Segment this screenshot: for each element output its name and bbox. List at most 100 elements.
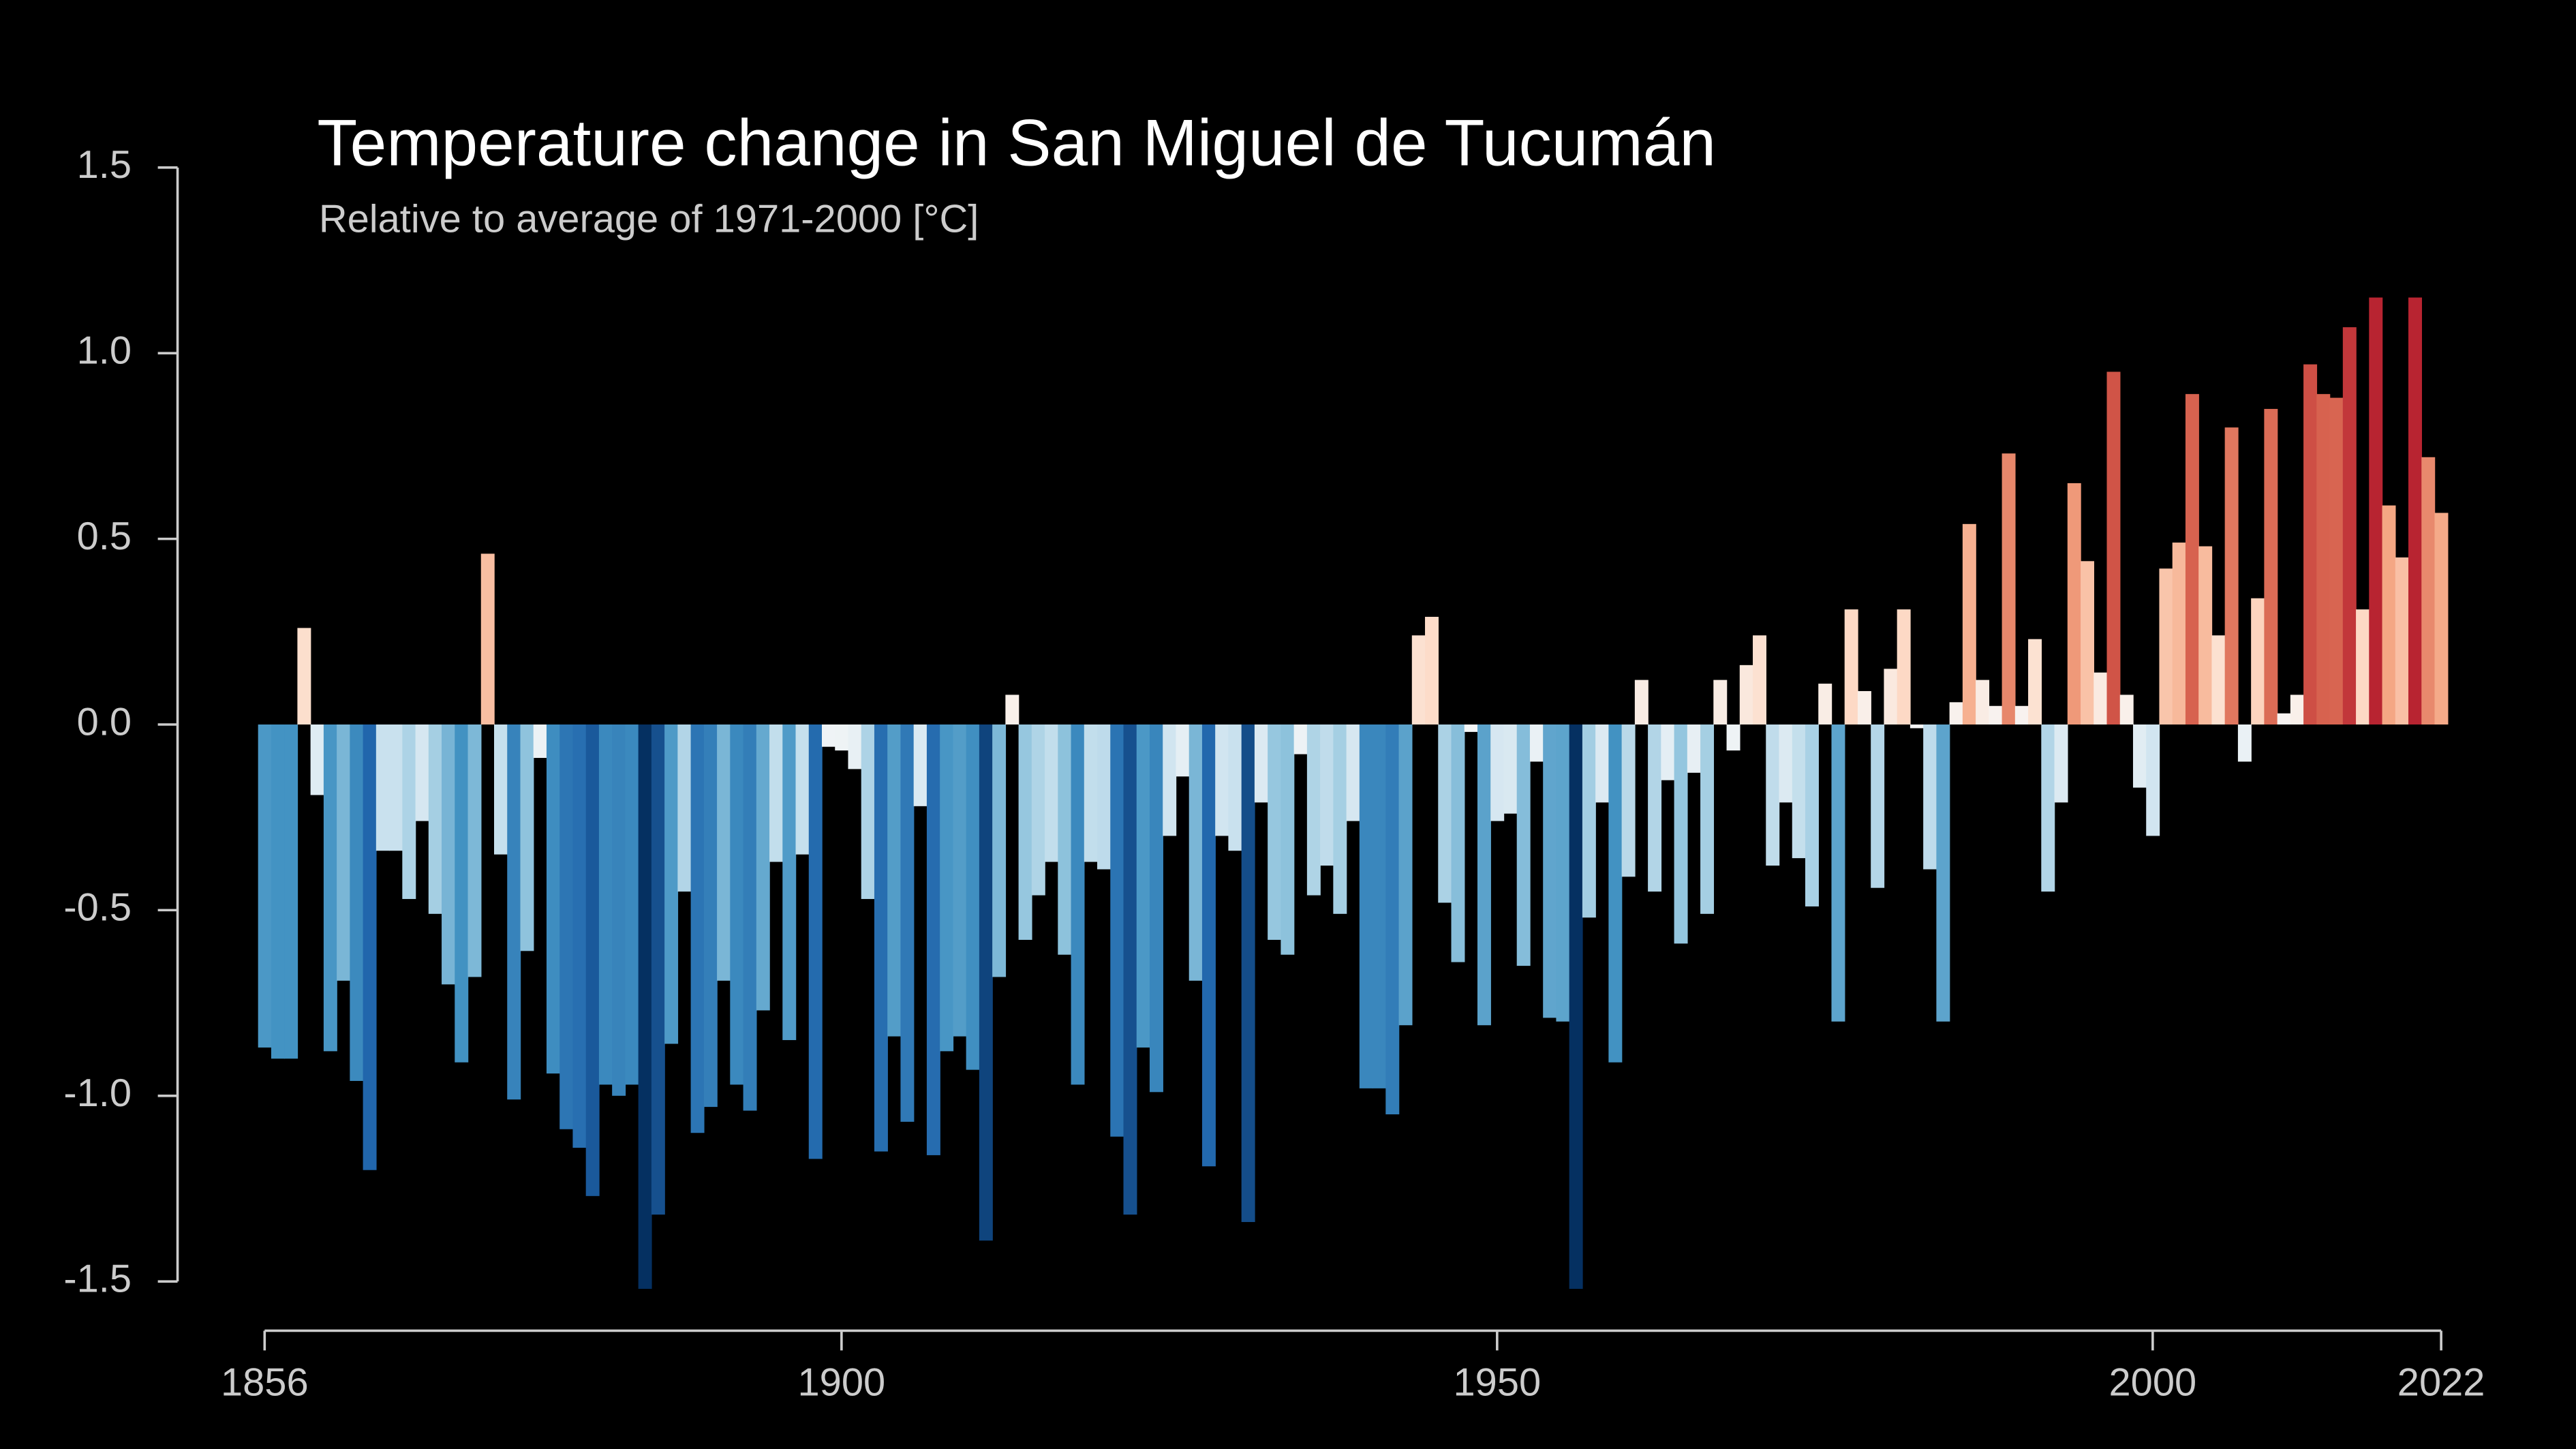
bar: [389, 724, 403, 851]
bar: [2277, 713, 2291, 724]
bar: [2054, 724, 2068, 803]
bar: [1726, 724, 1741, 751]
bar: [664, 724, 679, 1044]
bar: [953, 724, 967, 1037]
bar: [874, 724, 888, 1152]
y-tick-label: 1.0: [77, 329, 132, 373]
bar: [2356, 609, 2370, 724]
bar: [363, 724, 377, 1170]
bar: [1569, 724, 1583, 1290]
y-tick-label: 0.5: [77, 515, 132, 558]
y-tick-label: 0.0: [77, 700, 132, 744]
bar: [1215, 724, 1229, 836]
bar: [1189, 724, 1203, 981]
bar: [992, 724, 1007, 977]
bar: [2132, 724, 2147, 788]
bar: [1818, 684, 1833, 724]
chart-subtitle: Relative to average of 1971-2000 [°C]: [319, 198, 979, 241]
bar: [1923, 724, 1937, 870]
bar: [1897, 609, 1911, 724]
bar: [1753, 635, 1766, 724]
bar: [1058, 724, 1072, 955]
bar: [1648, 724, 1662, 892]
bar: [271, 724, 285, 1059]
bar: [2382, 505, 2396, 724]
bar: [1333, 724, 1347, 914]
bar: [2119, 695, 2134, 724]
bar: [1831, 724, 1845, 1022]
bar: [1844, 609, 1858, 724]
bar: [2342, 327, 2357, 724]
bar: [2408, 297, 2422, 724]
y-tick-label: -1.5: [63, 1257, 132, 1300]
bar: [585, 724, 600, 1196]
bar: [1674, 724, 1688, 944]
bar: [1163, 724, 1177, 836]
bar: [1976, 680, 1990, 724]
bar: [940, 724, 954, 1052]
bar: [520, 724, 534, 951]
bar: [782, 724, 797, 1041]
bar: [861, 724, 875, 900]
bar: [756, 724, 770, 1011]
bar: [258, 724, 272, 1048]
bar: [2081, 561, 2094, 724]
bar: [2185, 394, 2199, 724]
bar: [2251, 598, 2265, 724]
bar: [730, 724, 744, 1085]
bar: [1201, 724, 1216, 1167]
bar: [1766, 724, 1780, 866]
bar: [375, 724, 390, 851]
bar: [350, 724, 364, 1081]
bar: [1713, 680, 1728, 724]
bar: [1779, 724, 1793, 803]
bar: [612, 724, 626, 1096]
bar: [2264, 408, 2278, 724]
bar: [677, 724, 692, 892]
bar: [1857, 690, 1871, 724]
bar: [651, 724, 665, 1215]
bar: [966, 724, 980, 1070]
bar: [559, 724, 574, 1129]
bar: [1516, 724, 1531, 966]
bar: [2002, 453, 2016, 724]
bar: [1268, 724, 1282, 940]
bar: [1910, 724, 1924, 729]
bar: [900, 724, 915, 1122]
bar: [1661, 724, 1675, 780]
bar: [2211, 635, 2226, 724]
bar: [402, 724, 416, 900]
bar: [979, 724, 993, 1241]
bar: [1595, 724, 1610, 803]
bar: [2067, 483, 2081, 724]
bar: [769, 724, 784, 862]
bar: [1962, 523, 1976, 724]
bar: [2014, 705, 2029, 724]
bar: [1792, 724, 1806, 859]
bar: [1254, 724, 1268, 803]
bar: [2290, 695, 2304, 724]
x-tick-label: 2000: [2109, 1360, 2197, 1404]
bar: [2159, 568, 2173, 724]
bar: [1018, 724, 1032, 940]
bar: [1346, 724, 1360, 821]
bar: [1438, 724, 1452, 903]
bar: [1398, 724, 1413, 1026]
bar: [1110, 724, 1124, 1137]
bar: [297, 628, 311, 724]
bar: [848, 724, 862, 769]
bar: [1071, 724, 1085, 1085]
bar: [717, 724, 731, 981]
bar: [821, 724, 835, 747]
bar: [1700, 724, 1715, 914]
bar: [1097, 724, 1111, 870]
bar: [1241, 724, 1255, 1222]
bar: [2198, 546, 2213, 724]
bar: [1464, 724, 1478, 732]
bar: [1228, 724, 1242, 851]
bar: [1293, 724, 1308, 754]
bar: [808, 724, 823, 1159]
bar: [455, 724, 469, 1063]
chart-title: Temperature change in San Miguel de Tucu…: [317, 106, 1716, 179]
bar: [1149, 724, 1163, 1093]
